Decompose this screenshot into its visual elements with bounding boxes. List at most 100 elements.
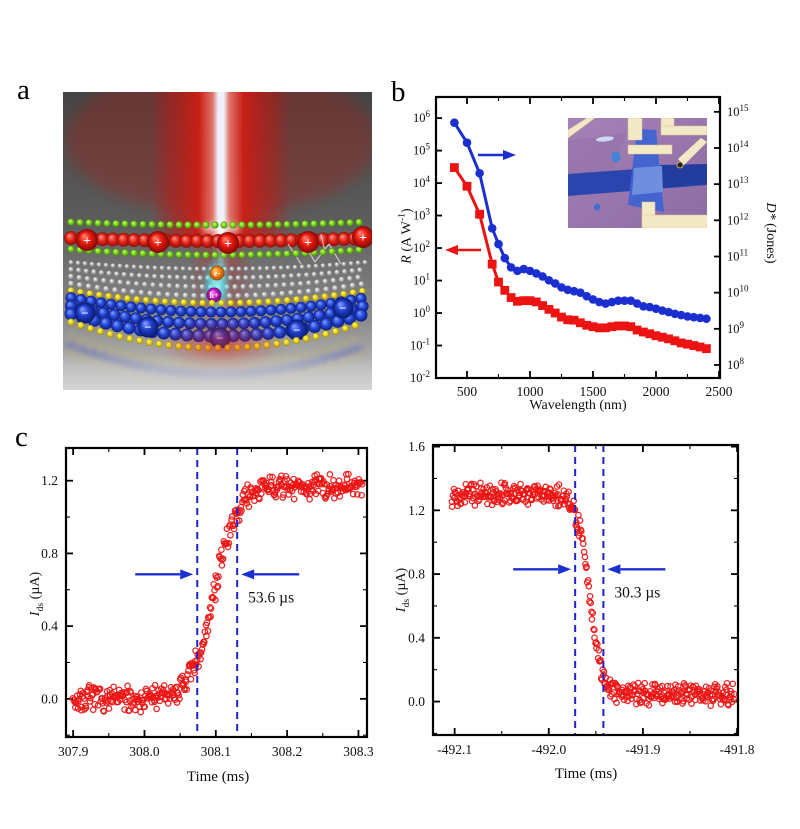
b-right-tick-label: 1011 — [727, 247, 748, 263]
fall-time-plot-area: -492.1 -492.0 -491.9 -491.8 0.0 0.4 0.8 1.2 1.6 3… — [408, 439, 755, 757]
fall-time-chart: -492.1 -492.0 -491.9 -491.8 0.0 0.4 0.8 1.2 1.6 3… — [408, 439, 755, 757]
b-right-tick-label: 1013 — [727, 175, 749, 191]
plus-charge-label: + — [154, 236, 162, 251]
anion-sphere — [74, 302, 96, 324]
cr-xaxis-title: Time (ms) — [554, 766, 618, 782]
fall-time-y-tick-label: 0.4 — [408, 630, 425, 645]
detectivity-marker — [683, 312, 692, 321]
responsivity-marker — [538, 301, 547, 310]
fall-time-x-tick-label: -491.9 — [625, 742, 660, 757]
anion-sphere — [332, 297, 354, 319]
inset-flake-overlap — [632, 166, 663, 195]
b-right-tick-label: 1014 — [727, 139, 749, 155]
detectivity-marker — [475, 168, 484, 178]
rise-time-y-tick-label: 1.2 — [41, 473, 58, 488]
inset-particle — [676, 161, 684, 169]
b-left-tick-label: 103 — [413, 207, 431, 223]
rise-time-x-tick-label: 307.9 — [58, 744, 89, 759]
inset-substrate-patch — [568, 133, 626, 180]
responsivity-marker — [645, 329, 655, 339]
responsivity-marker — [500, 285, 510, 295]
responsivity-marker — [620, 321, 629, 331]
fall-time-x-tick-label: -492.1 — [437, 742, 472, 757]
rise-time-y-tick-label: 0.0 — [41, 691, 58, 706]
fall-time-y-tick-label: 1.6 — [408, 439, 425, 454]
b-plot-area: 10-2 10-1 100 101 102 103 104 105 106 108 109 1010 1… — [410, 95, 749, 399]
fall-time-y-tick-label: 1.2 — [408, 503, 425, 518]
minus-charge-label: − — [339, 301, 346, 316]
b-left-tick-label: 105 — [413, 142, 431, 158]
detectivity-marker — [506, 263, 516, 272]
inset-speck — [593, 203, 601, 211]
minus-charge-label: − — [293, 323, 300, 338]
detectivity-marker — [620, 296, 629, 305]
detectivity-marker — [689, 312, 699, 322]
responsivity-marker — [632, 325, 642, 335]
b-left-tick-label: 100 — [413, 304, 431, 320]
b-x-tick-label: 2000 — [642, 384, 669, 399]
micrograph-image — [567, 117, 708, 229]
b-left-axis-title: R (A W-1) — [396, 208, 415, 264]
responsivity-marker — [664, 334, 673, 344]
responsivity-marker — [626, 322, 636, 332]
responsivity-marker — [651, 331, 661, 341]
responsivity-marker — [689, 341, 699, 350]
responsivity-marker — [531, 297, 541, 307]
rise-time-y-tick-label: 0.8 — [41, 546, 58, 561]
responsivity-marker — [512, 296, 522, 306]
b-x-tick-label: 1000 — [516, 384, 543, 399]
responsivity-marker — [550, 308, 560, 318]
electron-marker — [209, 265, 225, 281]
detectivity-marker — [576, 288, 585, 297]
exciton-glow — [203, 257, 229, 313]
fall-time-y-tick-label: 0.8 — [408, 567, 425, 582]
b-right-tick-label: 1012 — [727, 211, 749, 227]
responsivity-marker — [575, 318, 585, 328]
anion-sphere — [137, 316, 159, 338]
b-left-tick-label: 106 — [413, 109, 431, 125]
responsivity-marker — [449, 163, 459, 172]
rise-time-x-tick-label: 308.0 — [129, 744, 160, 759]
responsivity-marker — [557, 312, 566, 322]
b-right-axis-title: D* (Jones) — [763, 202, 778, 264]
anion-sphere — [286, 319, 308, 341]
panel-label-c: c — [15, 421, 28, 453]
panel-label-b: b — [391, 76, 406, 108]
fall-time-y-tick-label: 0.0 — [408, 694, 425, 709]
responsivity-marker — [462, 181, 472, 191]
floor-fade — [63, 354, 372, 390]
b-right-tick-label: 1015 — [727, 103, 749, 119]
rise-time-chart: 307.9 308.0 308.1 308.2 308.3 0.0 0.4 0.8 1.2 53.… — [41, 446, 374, 759]
detectivity-marker — [450, 118, 459, 128]
rise-time-plot-area: 307.9 308.0 308.1 308.2 308.3 0.0 0.4 0.8 1.2 53.… — [41, 446, 374, 759]
fall-time-x-tick-label: -491.8 — [720, 742, 755, 757]
cl-yaxis-title: Ids (µA) — [28, 571, 46, 617]
b-left-tick-label: 102 — [413, 239, 430, 255]
b-right-tick-label: 1010 — [727, 284, 749, 300]
detectivity-marker — [702, 314, 711, 324]
detectivity-marker — [639, 301, 648, 311]
bond-line — [328, 243, 342, 265]
plus-charge-label: + — [359, 231, 367, 246]
b-x-tick-label: 1500 — [579, 384, 606, 399]
responsivity-marker — [563, 315, 573, 325]
responsivity-marker — [683, 339, 692, 349]
rise-time-x-tick-label: 308.1 — [201, 744, 231, 759]
detectivity-marker — [550, 279, 560, 288]
cation-sphere — [217, 232, 239, 254]
cation-sphere — [76, 229, 98, 251]
laser-beam — [151, 92, 291, 238]
detectivity-marker — [500, 253, 510, 263]
b-x-tick-label: 2500 — [705, 384, 732, 399]
minus-charge-label: − — [144, 320, 151, 335]
b-left-tick-label: 104 — [413, 174, 431, 190]
responsivity-marker — [601, 323, 610, 333]
hole-marker — [206, 287, 222, 303]
responsivity-marker — [525, 296, 535, 306]
cr-yaxis-title: Ids (µA) — [394, 567, 412, 613]
responsivity-marker — [638, 327, 648, 337]
responsivity-marker — [544, 304, 554, 314]
b-left-tick-label: 10-1 — [410, 337, 430, 353]
detectivity-marker — [494, 239, 503, 249]
